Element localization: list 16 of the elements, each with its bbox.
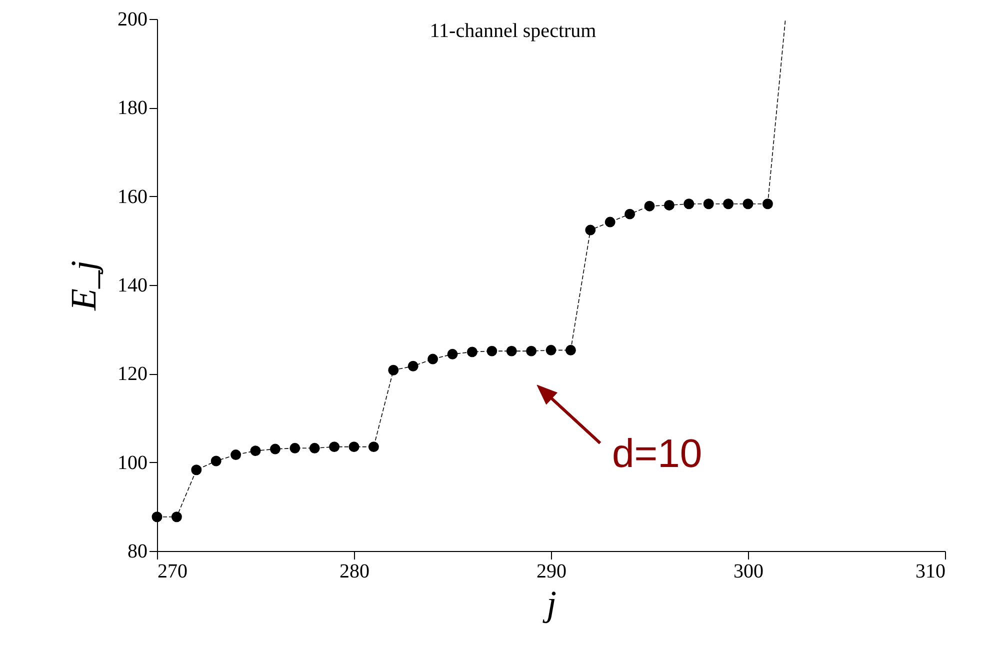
x-tick-label: 280 <box>340 560 370 582</box>
y-tick-label: 160 <box>118 186 148 208</box>
y-tick-label: 100 <box>118 452 148 474</box>
x-tick-label: 270 <box>158 560 188 582</box>
x-tick-label: 300 <box>734 560 764 582</box>
y-tick-label: 200 <box>118 8 148 30</box>
y-tick-label: 180 <box>118 97 148 120</box>
x-tick-label: 310 <box>916 560 946 582</box>
y-axis-title: E_j <box>64 260 104 312</box>
x-tick-label: 290 <box>536 560 566 582</box>
x-axis-title: j <box>542 584 557 624</box>
y-tick-label: 80 <box>128 540 148 562</box>
chart-title: 11-channel spectrum <box>430 20 597 42</box>
y-tick-label: 140 <box>118 274 148 296</box>
y-tick-label: 120 <box>118 363 148 386</box>
annotation: d=10 <box>612 432 702 476</box>
